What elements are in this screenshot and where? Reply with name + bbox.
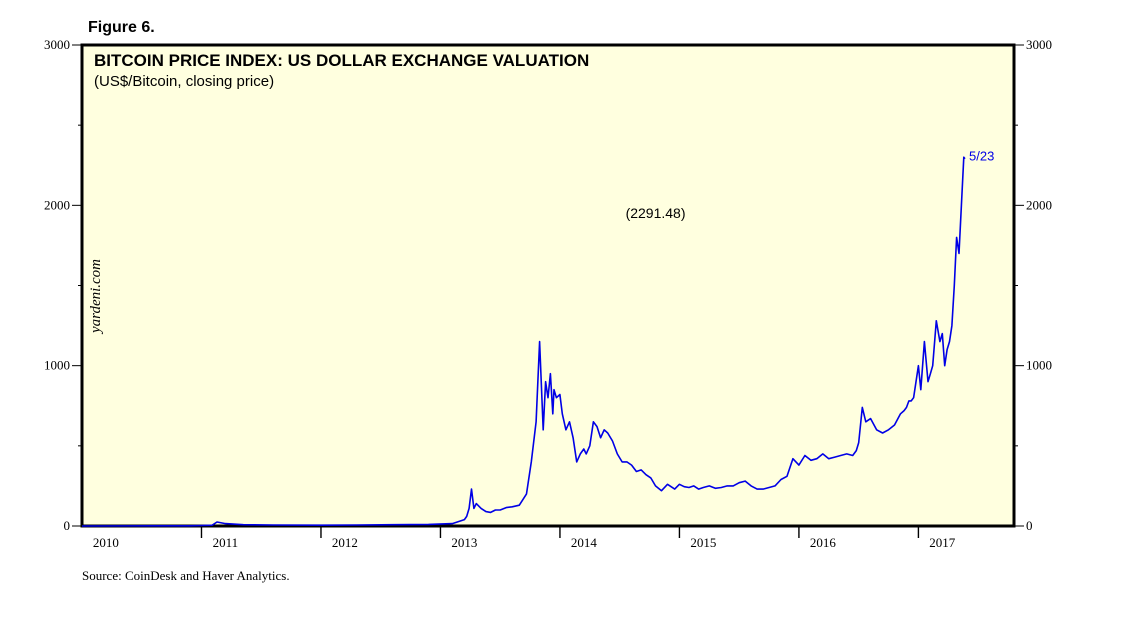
y-tick-label-right: 2000 [1026,197,1052,212]
source-note: Source: CoinDesk and Haver Analytics. [82,568,290,583]
plot-background [80,43,1016,528]
y-tick-label-left: 0 [64,518,71,533]
x-year-label: 2010 [93,535,119,550]
x-year-label: 2012 [332,535,358,550]
watermark: yardeni.com [88,259,104,335]
date-annotation: 5/23 [969,148,994,163]
x-year-label: 2013 [451,535,477,550]
y-tick-label-left: 3000 [44,37,70,52]
y-tick-label-left: 1000 [44,358,70,373]
x-year-label: 2011 [213,535,239,550]
y-tick-label-right: 3000 [1026,37,1052,52]
chart-subtitle: (US$/Bitcoin, closing price) [94,73,274,90]
x-year-label: 2015 [690,535,716,550]
x-year-label: 2014 [571,535,598,550]
y-tick-label-left: 2000 [44,197,70,212]
chart-title: BITCOIN PRICE INDEX: US DOLLAR EXCHANGE … [94,51,589,70]
bitcoin-price-line [81,156,966,527]
x-year-label: 2016 [810,535,837,550]
x-year-label: 2017 [929,535,956,550]
current-value-annotation: (2291.48) [626,205,686,221]
y-tick-label-right: 0 [1026,518,1033,533]
figure-label: Figure 6. [88,19,155,36]
y-tick-label-right: 1000 [1026,358,1052,373]
